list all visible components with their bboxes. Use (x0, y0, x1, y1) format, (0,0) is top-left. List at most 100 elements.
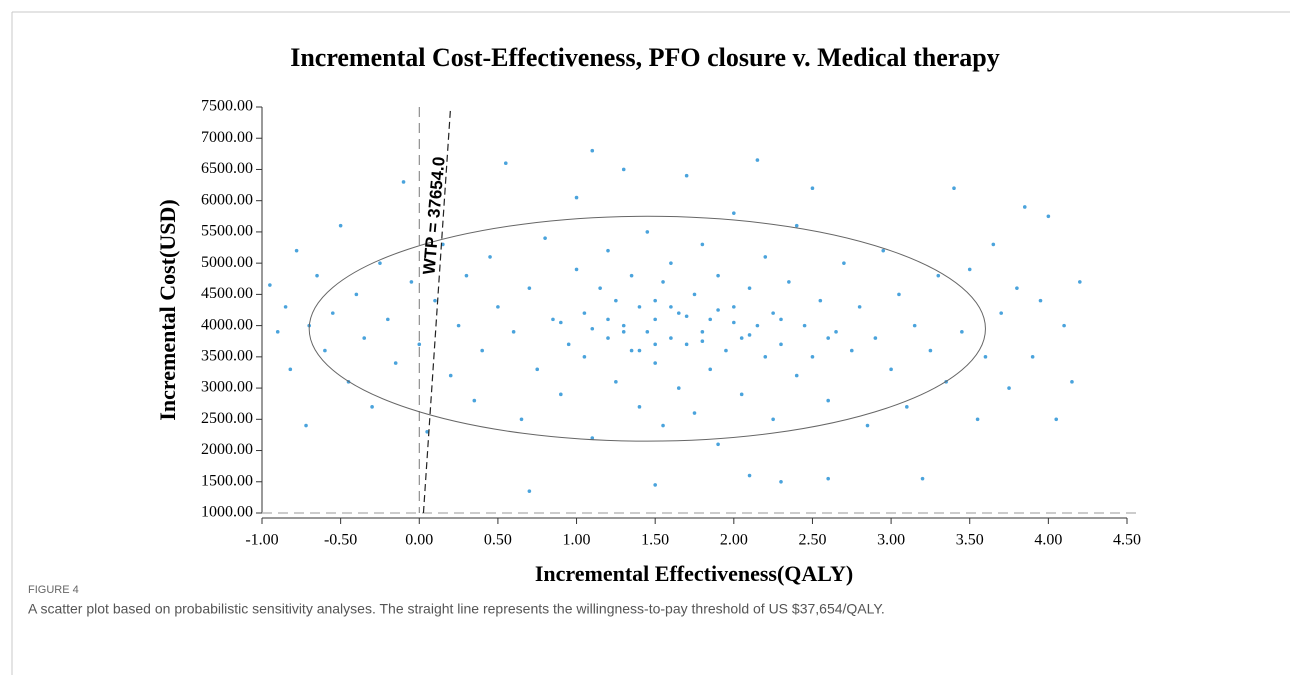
point (354, 292, 359, 297)
point (763, 355, 768, 359)
point (732, 211, 736, 215)
point (637, 405, 642, 409)
point (975, 417, 980, 422)
point (590, 148, 595, 153)
point (826, 398, 830, 403)
point (370, 405, 374, 409)
point (1054, 417, 1059, 422)
point (692, 292, 697, 297)
point (810, 355, 815, 359)
x-tick-label: 1.50 (641, 532, 669, 549)
point (268, 283, 272, 287)
point (865, 423, 870, 428)
point (960, 330, 964, 334)
point (739, 336, 744, 340)
point (519, 417, 524, 422)
point (716, 442, 720, 447)
point (503, 161, 508, 166)
point (464, 273, 469, 278)
point (700, 339, 705, 344)
point (456, 323, 461, 328)
point (527, 286, 532, 290)
point (448, 373, 453, 378)
point (582, 355, 587, 359)
confidence-ellipse (308, 215, 986, 442)
point (330, 311, 335, 315)
point (472, 398, 477, 403)
point (739, 392, 744, 397)
x-tick-label: 3.00 (877, 532, 905, 549)
point (393, 361, 398, 365)
y-axis-label: Incremental Cost(USD) (155, 199, 180, 420)
point (566, 342, 571, 347)
point (362, 336, 367, 340)
point (684, 314, 689, 319)
point (928, 348, 933, 353)
point (315, 273, 319, 278)
point (779, 342, 783, 347)
chart-title: Incremental Cost-Effectiveness, PFO clos… (290, 43, 1000, 72)
point (527, 489, 532, 493)
y-tick-label: 4500.00 (201, 285, 253, 302)
point (614, 298, 618, 303)
wtp-line (422, 106, 452, 514)
x-tick-label: 2.50 (798, 532, 826, 549)
point (653, 342, 657, 347)
y-tick-label: 3500.00 (201, 348, 253, 365)
point (645, 330, 650, 334)
point (621, 330, 626, 334)
point (669, 261, 673, 265)
point (747, 333, 752, 337)
point (732, 305, 736, 309)
point (288, 367, 293, 372)
point (1078, 280, 1082, 284)
x-tick-label: 4.50 (1113, 532, 1141, 549)
point (881, 248, 886, 253)
point (653, 298, 657, 303)
point (779, 317, 783, 322)
y-tick-label: 1500.00 (201, 472, 253, 489)
point (496, 305, 500, 309)
point (629, 273, 634, 278)
point (433, 298, 437, 303)
x-tick-label: 1.00 (563, 532, 591, 549)
y-tick-label: 4000.00 (201, 316, 253, 333)
point (535, 367, 540, 372)
point (826, 476, 830, 481)
point (684, 342, 689, 347)
point (897, 292, 901, 297)
point (779, 479, 783, 484)
y-tick-label: 1000.00 (201, 504, 253, 521)
point (912, 323, 917, 328)
point (747, 473, 752, 478)
x-tick-label: 4.00 (1034, 532, 1062, 549)
point (842, 261, 846, 265)
point (559, 320, 563, 325)
point (614, 380, 618, 384)
point (936, 273, 941, 278)
y-tick-label: 2500.00 (201, 410, 253, 427)
point (999, 311, 1003, 315)
point (771, 311, 775, 315)
point (763, 255, 768, 259)
point (551, 317, 555, 322)
y-tick-label: 7000.00 (201, 129, 253, 146)
point (1007, 386, 1011, 390)
point (873, 336, 878, 340)
point (590, 326, 595, 331)
point (732, 320, 736, 325)
point (425, 430, 429, 434)
point (621, 323, 626, 328)
point (818, 298, 823, 303)
point (700, 242, 705, 247)
point (598, 286, 602, 290)
point (409, 280, 414, 284)
point (747, 286, 752, 290)
point (669, 336, 673, 340)
point (653, 483, 657, 487)
point (692, 411, 697, 415)
y-tick-label: 6500.00 (201, 160, 253, 177)
point (661, 280, 665, 284)
point (582, 311, 587, 315)
